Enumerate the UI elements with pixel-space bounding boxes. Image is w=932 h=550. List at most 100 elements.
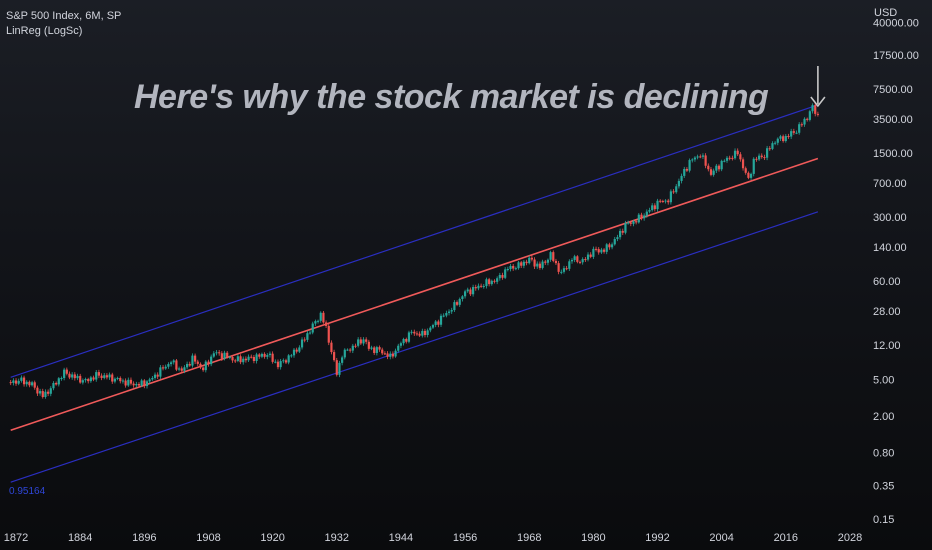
candle-body (71, 374, 74, 378)
price-axis[interactable]: 40000.00 17500.00 7500.00 3500.00 1500.00 700… (873, 17, 919, 526)
candle-body (30, 382, 34, 386)
x-tick-label: 1920 (260, 532, 284, 544)
candle-body (717, 165, 721, 170)
candle-body (20, 377, 23, 381)
candle-body (153, 374, 157, 378)
candle-body (397, 345, 400, 351)
candle-body (367, 341, 370, 349)
candle-body (621, 230, 624, 233)
candle-body (148, 379, 151, 382)
candle-body (594, 248, 598, 250)
candle-body (701, 155, 705, 157)
candle-body (757, 155, 761, 160)
arrow-down-icon (810, 96, 826, 108)
x-tick-label: 1872 (4, 532, 28, 544)
candle-body (263, 353, 266, 357)
candle-body (164, 366, 167, 369)
time-axis[interactable]: 1872 1884 1896 1908 1920 1932 1944 1956 1968 1980… (4, 532, 862, 544)
candle-body (538, 263, 542, 268)
candle-body (469, 289, 472, 295)
candle-body (755, 158, 758, 160)
candle-body (715, 165, 718, 171)
y-tick-label: 140.00 (873, 242, 907, 254)
candle-body (268, 353, 272, 356)
candle-body (284, 360, 288, 363)
lower-channel-line (10, 211, 819, 483)
candle-body (501, 274, 504, 278)
candle-body (391, 353, 395, 357)
symbol-info[interactable]: S&P 500 Index, 6M, SP (6, 10, 122, 22)
candle-body (303, 339, 306, 341)
candle-body (191, 355, 194, 366)
candle-body (426, 330, 429, 336)
candle-body (413, 331, 416, 334)
candle-body (648, 210, 651, 212)
candle-body (645, 211, 648, 216)
candle-body (103, 375, 106, 378)
candle-body (231, 356, 234, 361)
candle-body (116, 377, 119, 379)
candle-body (362, 339, 365, 344)
candle-body (533, 259, 536, 267)
y-tick-label: 0.35 (873, 480, 894, 492)
candle-body (311, 323, 314, 333)
candle-body (228, 356, 231, 358)
candle-body (84, 379, 87, 381)
candle-body (405, 339, 408, 342)
candle-body (458, 299, 461, 305)
candle-body (520, 262, 523, 266)
candle-body (447, 311, 451, 314)
candle-body (672, 191, 675, 193)
candle-body (482, 286, 485, 288)
candle-body (418, 333, 421, 336)
candle-body (49, 388, 52, 394)
candle-body (803, 118, 806, 125)
candle-body (242, 358, 245, 363)
candle-body (576, 256, 579, 262)
candle-body (135, 383, 138, 386)
candle-body (330, 342, 333, 353)
candle-body (608, 244, 611, 248)
candle-body (568, 261, 571, 269)
candle-body (792, 131, 795, 133)
candle-body (725, 157, 729, 161)
candle-body (218, 352, 221, 354)
x-tick-label: 1908 (196, 532, 220, 544)
y-tick-label: 60.00 (873, 276, 901, 288)
candle-body (226, 352, 229, 358)
candle-body (557, 263, 560, 272)
indicator-name[interactable]: LinReg (LogSc) (6, 25, 83, 37)
candle-body (341, 357, 344, 363)
candle-body (629, 222, 632, 224)
candle-body (667, 200, 670, 203)
candle-body (394, 350, 397, 357)
candle-body (97, 372, 100, 376)
candle-body (800, 124, 803, 126)
candle-body (461, 296, 464, 300)
candle-body (480, 285, 483, 287)
candle-body (693, 157, 697, 160)
candle-body (282, 360, 285, 362)
candle-body (108, 374, 111, 378)
x-tick-label: 1992 (645, 532, 669, 544)
y-tick-label: 28.00 (873, 306, 901, 318)
candle-body (63, 369, 66, 379)
candle-body (816, 113, 819, 115)
x-tick-label: 1932 (325, 532, 349, 544)
candle-body (386, 353, 389, 357)
candle-body (407, 332, 411, 342)
y-tick-label: 1500.00 (873, 148, 913, 160)
candle-body (319, 312, 322, 321)
candle-body (661, 201, 664, 203)
candle-body (119, 377, 122, 382)
candle-body (560, 271, 563, 273)
candle-body (669, 191, 672, 203)
candle-body (455, 302, 459, 305)
candle-body (704, 155, 707, 166)
candle-body (95, 372, 98, 380)
candle-body (287, 355, 290, 363)
candle-body (389, 353, 392, 357)
headline-text: Here's why the stock market is declining (134, 78, 769, 116)
currency-label[interactable]: USD (874, 7, 898, 19)
